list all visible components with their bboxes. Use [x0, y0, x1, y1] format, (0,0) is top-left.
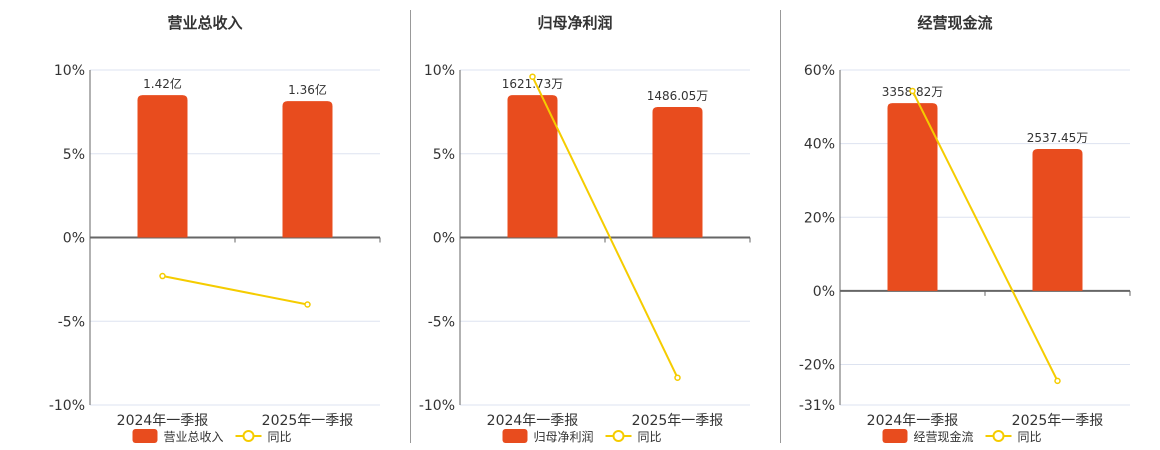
y-tick-label: 5% — [63, 147, 85, 163]
chart-panel-cash-flow: 经营现金流 60%40%20%0%-20%-31%3358.82万2024年一季… — [770, 0, 1140, 450]
yoy-point — [304, 301, 311, 308]
yoy-point — [909, 87, 916, 95]
legend-line-marker — [992, 430, 1005, 442]
legend-bar-label: 归母净利润 — [534, 430, 594, 444]
divider — [410, 10, 411, 443]
chart-title: 营业总收入 — [167, 14, 243, 32]
yoy-line — [531, 76, 679, 379]
chart-svg: 10% 5% 0% -5% -10% 1.42亿 2024年一季报 1.36亿 2025年一季报… — [49, 63, 381, 444]
legend-bar-label: 经营现金流 — [914, 429, 974, 444]
y-tick-label: 60% — [804, 63, 835, 79]
y-tick-label: 0% — [63, 231, 85, 247]
y-tick-label: 20% — [804, 210, 835, 226]
x-tick-label: 2024年一季报 — [487, 413, 579, 429]
bar-data-label: 1621.73万 — [502, 77, 564, 91]
y-tick-label: -10% — [419, 398, 455, 414]
legend-line-label: 同比 — [268, 430, 292, 444]
y-tick-label: 10% — [424, 63, 455, 79]
y-tick-label: -5% — [428, 314, 455, 330]
legend-line-marker — [612, 430, 625, 442]
legend-bar-swatch — [132, 429, 158, 443]
yoy-line — [911, 90, 1059, 382]
y-tick-label: -31% — [799, 398, 835, 414]
y-tick-label: -5% — [58, 314, 85, 330]
bar — [652, 107, 703, 238]
chart-panel-net-profit: 归母净利润 10% 5% 0% -5% -10% 1621.73万 2024年一季报 1486… — [390, 0, 760, 450]
divider — [780, 10, 781, 443]
y-tick-label: -20% — [799, 358, 835, 374]
chart-svg: 60%40%20%0%-20%-31%3358.82万2024年一季报2537.… — [799, 63, 1131, 444]
bar — [887, 103, 938, 291]
yoy-point — [1054, 377, 1061, 385]
yoy-point — [159, 272, 166, 280]
legend-line-marker — [242, 430, 255, 442]
bar — [137, 95, 188, 238]
bar — [282, 101, 333, 238]
bar — [507, 95, 558, 238]
chart-title: 经营现金流 — [917, 14, 993, 32]
legend-line-label: 同比 — [638, 430, 662, 444]
yoy-line — [162, 275, 308, 306]
bar-data-label: 1.42亿 — [143, 76, 182, 91]
bar-data-label: 2537.45万 — [1027, 131, 1089, 145]
bar — [1032, 149, 1083, 291]
y-tick-label: 5% — [433, 147, 455, 163]
legend-bar-swatch — [882, 429, 908, 443]
legend-bar-swatch — [502, 429, 528, 443]
x-tick-label: 2024年一季报 — [867, 413, 959, 429]
x-tick-label: 2025年一季报 — [632, 413, 724, 429]
legend-bar-label: 营业总收入 — [164, 430, 224, 444]
y-tick-label: 0% — [433, 231, 455, 247]
y-tick-label: 40% — [804, 137, 835, 153]
y-tick-label: 10% — [54, 63, 85, 79]
y-tick-label: 0% — [813, 284, 835, 300]
yoy-point — [674, 374, 681, 381]
x-tick-label: 2024年一季报 — [117, 413, 209, 429]
bar-data-label: 1.36亿 — [288, 82, 327, 97]
chart-svg: 10% 5% 0% -5% -10% 1621.73万 2024年一季报 1486.05万 20… — [419, 63, 751, 444]
yoy-point — [529, 73, 536, 80]
x-tick-label: 2025年一季报 — [1012, 413, 1104, 429]
chart-panel-revenue: 营业总收入 10% 5% 0% -5% -10% 1.42亿 2024年一季报 1.36亿 20… — [20, 0, 390, 450]
legend-line-label: 同比 — [1018, 430, 1042, 444]
y-tick-label: -10% — [49, 398, 85, 414]
bar-data-label: 1486.05万 — [647, 89, 709, 103]
x-tick-label: 2025年一季报 — [262, 413, 354, 429]
chart-title: 归母净利润 — [537, 14, 613, 32]
